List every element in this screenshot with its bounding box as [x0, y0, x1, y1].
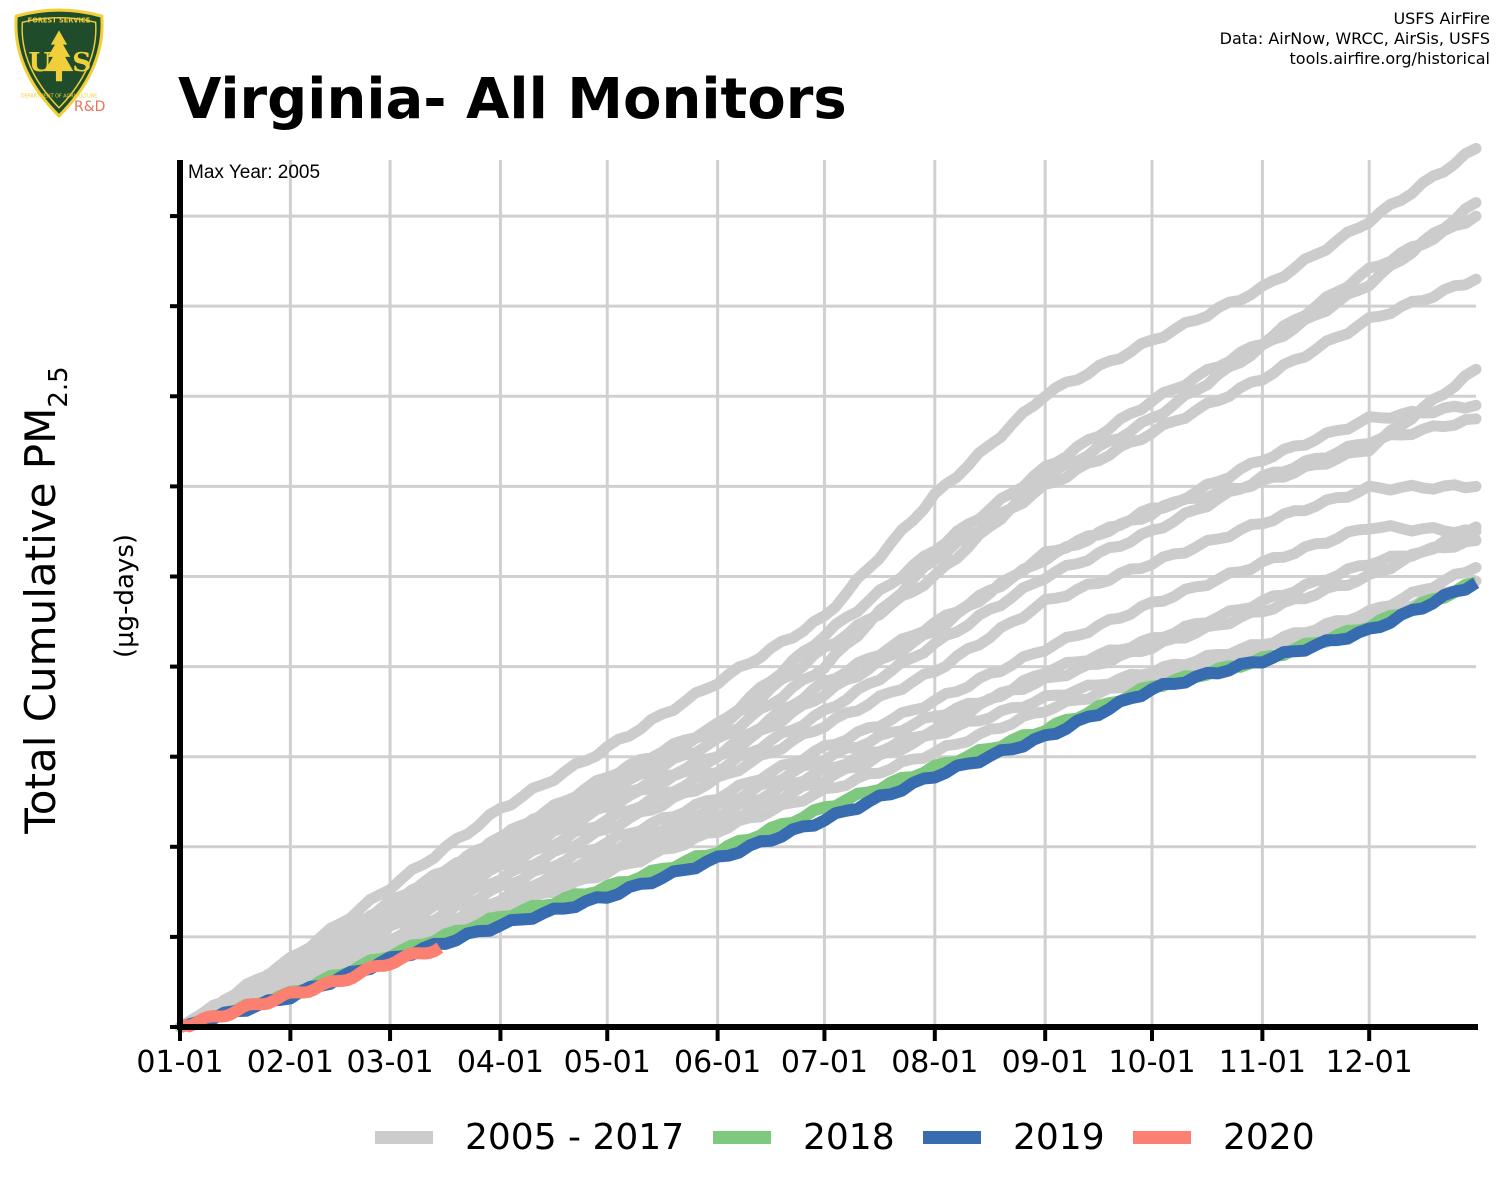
x-tick-label: 10-01	[1108, 1045, 1195, 1080]
legend-label-2018: 2018	[803, 1116, 895, 1158]
credit-line-org: USFS AirFire	[1393, 9, 1490, 28]
usfs-shield-logo-icon: FOREST SERVICE U S DEPARTMENT OF AGRICUL…	[14, 8, 104, 119]
historical-series-group	[174, 143, 1482, 1033]
logo-letter-s: S	[72, 47, 91, 78]
legend-label-2019: 2019	[1013, 1116, 1105, 1158]
x-tick-label: 07-01	[781, 1045, 868, 1080]
y-ticks	[170, 214, 180, 1029]
legend-item-2020: 2020	[1133, 1112, 1315, 1162]
y-axis-units-group: (µg-days)	[110, 534, 140, 658]
historical-series-line	[174, 273, 1482, 1033]
y-axis-label-subscript: 2.5	[44, 366, 74, 407]
series-line-2020	[177, 942, 444, 1033]
tree-icon	[44, 30, 74, 82]
x-tick-label: 01-01	[136, 1045, 223, 1080]
credit-line-sources: Data: AirNow, WRCC, AirSis, USFS	[1219, 29, 1490, 48]
max-year-annotation: Max Year: 2005	[188, 162, 320, 183]
y-axis-label: Total Cumulative PM2.5	[16, 366, 74, 834]
x-tick-label: 12-01	[1326, 1045, 1413, 1080]
credit-line-url: tools.airfire.org/historical	[1289, 49, 1490, 68]
legend-swatch-2018	[713, 1130, 771, 1144]
x-ticks: 01-01 02-01 03-01 04-01 05-01 06-01 07-01 08-01…	[136, 1027, 1413, 1080]
shield-inner-band	[21, 17, 97, 109]
legend-item-2018: 2018	[713, 1112, 895, 1162]
x-tick-label: 05-01	[564, 1045, 651, 1080]
x-tick-label: 06-01	[674, 1045, 761, 1080]
historical-series-line	[174, 399, 1482, 1033]
x-tick-label: 04-01	[457, 1045, 544, 1080]
historical-series-line	[174, 479, 1482, 1033]
legend-item-historical: 2005 - 2017	[375, 1112, 684, 1162]
legend-label-historical: 2005 - 2017	[465, 1116, 685, 1158]
x-tick-label: 11-01	[1219, 1045, 1306, 1080]
data-credits: USFS AirFire Data: AirNow, WRCC, AirSis,…	[1220, 9, 1490, 69]
legend-label-2020: 2020	[1223, 1116, 1315, 1158]
logo-bottom-text: DEPARTMENT OF AGRICULTURE	[21, 94, 97, 100]
x-tick-label: 08-01	[891, 1045, 978, 1080]
historical-series-line	[174, 143, 1482, 1033]
legend-swatch-historical	[375, 1130, 433, 1144]
legend-swatch-2020	[1133, 1130, 1191, 1144]
y-axis-units: (µg-days)	[110, 534, 140, 658]
x-tick-label: 02-01	[247, 1045, 334, 1080]
y-axis-label-main: Total Cumulative PM	[16, 408, 65, 835]
x-tick-label: 09-01	[1002, 1045, 1089, 1080]
highlight-series-group	[177, 576, 1480, 1033]
legend-item-2019: 2019	[923, 1112, 1105, 1162]
legend-swatch-2019	[923, 1130, 981, 1144]
chart-title: Virginia- All Monitors	[178, 67, 847, 132]
logo-rd-label: R&D	[74, 99, 106, 115]
legend: 2005 - 2017 2018 2019 2020	[0, 1112, 1500, 1162]
logo-top-text: FOREST SERVICE	[28, 16, 91, 24]
series-line-2019	[178, 577, 1480, 1033]
x-tick-label: 03-01	[346, 1045, 433, 1080]
y-axis-label-group: Total Cumulative PM2.5	[16, 366, 74, 834]
